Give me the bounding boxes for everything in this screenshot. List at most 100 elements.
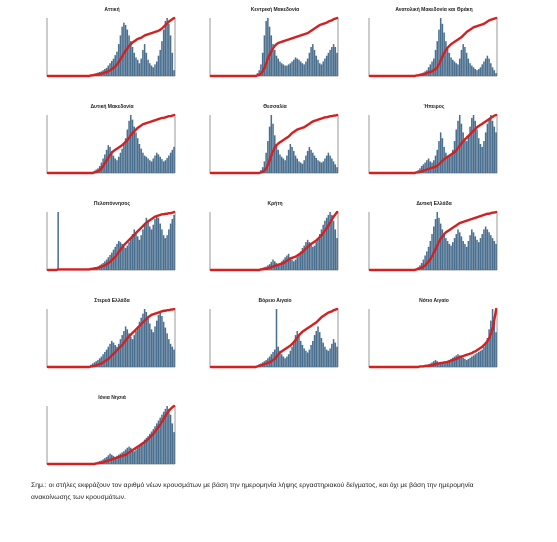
- bar: [294, 335, 297, 367]
- bar: [320, 338, 323, 367]
- bar: [495, 243, 497, 270]
- bar: [289, 63, 292, 76]
- bar: [464, 47, 466, 76]
- bar: [441, 23, 444, 76]
- bar: [483, 141, 485, 173]
- bar: [336, 238, 338, 270]
- bar: [490, 63, 492, 76]
- bar: [299, 61, 302, 76]
- bar: [439, 223, 442, 270]
- chart-plot: [209, 307, 339, 369]
- chart-title: Κρήτη: [267, 201, 283, 207]
- bar: [135, 57, 137, 76]
- bar: [471, 229, 473, 270]
- bar: [293, 150, 295, 173]
- bar: [114, 344, 116, 367]
- bar: [154, 155, 156, 173]
- bar: [312, 152, 314, 173]
- bar: [145, 52, 148, 76]
- chart-title: Ήπειρος: [423, 104, 445, 110]
- bar: [322, 61, 324, 76]
- bar: [306, 58, 309, 76]
- bar: [171, 218, 174, 270]
- bar: [136, 447, 139, 464]
- bar: [161, 159, 163, 173]
- bar: [117, 156, 120, 173]
- bar: [315, 55, 318, 76]
- bar: [315, 331, 318, 367]
- bar: [136, 236, 139, 270]
- bar: [446, 241, 449, 270]
- bar: [332, 220, 335, 270]
- bar: [130, 336, 132, 367]
- bar: [467, 241, 470, 270]
- bar: [150, 65, 153, 76]
- bar: [438, 29, 440, 77]
- bar: [280, 63, 283, 76]
- chart-plot: [368, 307, 498, 369]
- bar: [277, 149, 279, 173]
- cumulative-line: [46, 16, 176, 78]
- bar: [265, 152, 267, 173]
- bar: [171, 423, 174, 464]
- chart-title: Ανατολική Μακεδονία και Θράκη: [395, 7, 473, 13]
- bar: [279, 61, 281, 76]
- bar: [483, 229, 485, 270]
- bar: [306, 352, 309, 367]
- bar: [162, 321, 165, 367]
- bar: [462, 44, 464, 76]
- bar: [289, 350, 292, 367]
- bar: [119, 339, 122, 367]
- bar: [168, 229, 170, 270]
- bar: [436, 212, 438, 270]
- bar: [298, 59, 300, 76]
- bar: [140, 443, 142, 464]
- bar: [162, 161, 165, 173]
- bar: [453, 141, 456, 173]
- bar: [322, 161, 324, 173]
- bar: [168, 339, 170, 367]
- bar: [305, 242, 307, 270]
- chart-panel: Ήπειρος: [359, 103, 509, 181]
- bar: [467, 135, 470, 173]
- bar: [166, 18, 168, 76]
- bar: [491, 238, 494, 270]
- bar: [169, 414, 172, 464]
- bar: [124, 326, 127, 367]
- bar: [303, 348, 305, 367]
- bar: [114, 158, 116, 173]
- chart-title: Στερεά Ελλάδα: [94, 298, 130, 304]
- bar: [324, 58, 326, 76]
- bar: [140, 148, 142, 173]
- bar: [322, 342, 324, 367]
- bar: [116, 160, 118, 173]
- bar: [114, 457, 116, 464]
- bar: [296, 257, 299, 270]
- bar: [274, 135, 276, 173]
- bar: [123, 331, 125, 367]
- bar: [294, 155, 297, 173]
- bar: [331, 214, 333, 270]
- bar: [157, 217, 160, 270]
- bar: [464, 358, 466, 367]
- chart-title: Θεσσαλία: [263, 104, 287, 110]
- bar: [313, 49, 316, 76]
- bar: [484, 226, 487, 270]
- bar: [462, 241, 464, 270]
- bar: [159, 156, 161, 173]
- bar: [433, 226, 435, 270]
- bar: [150, 329, 153, 367]
- cumulative-line: [209, 16, 339, 78]
- bar: [450, 245, 452, 270]
- bar: [268, 26, 271, 76]
- bar: [142, 229, 144, 270]
- bar: [336, 52, 338, 76]
- bar: [128, 333, 130, 367]
- bar: [155, 214, 158, 270]
- bar: [168, 408, 170, 464]
- bar: [126, 29, 129, 77]
- bar: [171, 149, 174, 173]
- bar: [436, 41, 438, 76]
- bar: [301, 163, 304, 173]
- bar: [303, 245, 305, 270]
